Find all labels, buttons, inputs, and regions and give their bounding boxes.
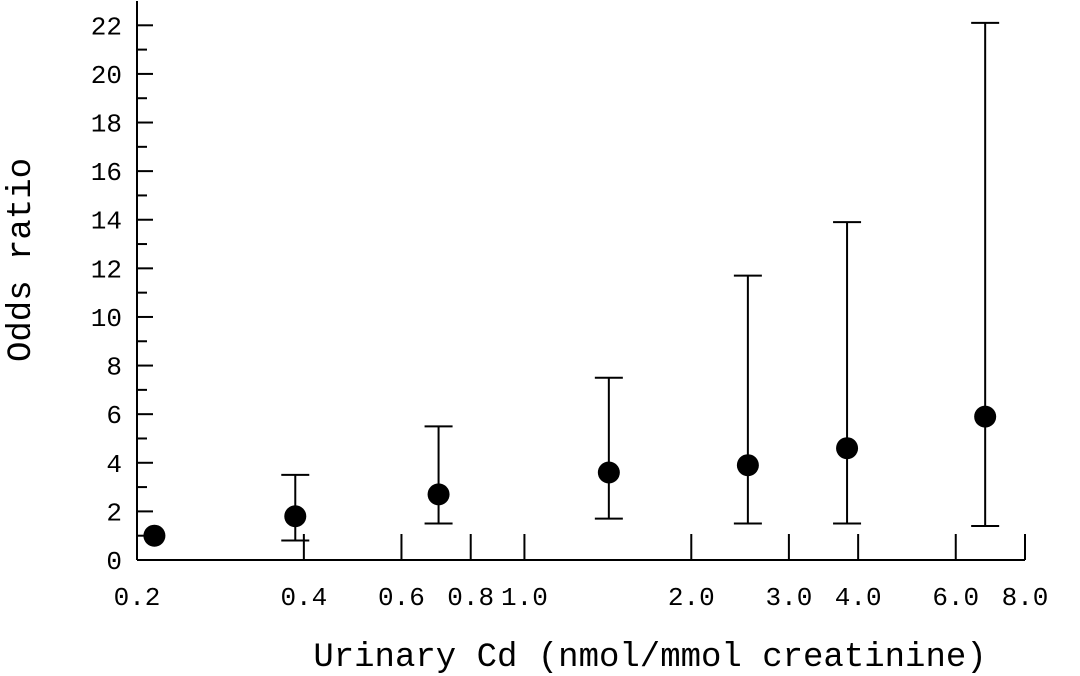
- point: [427, 483, 450, 506]
- y-tick-label: 8: [106, 353, 122, 383]
- point: [284, 505, 307, 528]
- y-tick-label: 10: [91, 304, 122, 334]
- y-tick-label: 0: [106, 547, 122, 577]
- y-tick-label: 6: [106, 401, 122, 431]
- y-tick-label: 14: [91, 207, 122, 237]
- x-tick-label: 0.2: [114, 583, 161, 613]
- x-tick-label: 6.0: [932, 583, 979, 613]
- x-tick-label: 0.4: [280, 583, 327, 613]
- error-bar: [594, 376, 623, 520]
- point: [974, 405, 997, 428]
- x-tick-label: 1.0: [501, 583, 548, 613]
- y-tick-label: 16: [91, 158, 122, 188]
- error-bar: [733, 274, 762, 525]
- x-tick-label: 3.0: [765, 583, 812, 613]
- y-tick-label: 22: [91, 12, 122, 42]
- y-tick-label: 2: [106, 498, 122, 528]
- y-tick-label: 20: [91, 61, 122, 91]
- x-tick-label: 2.0: [668, 583, 715, 613]
- x-tick-label: 4.0: [835, 583, 882, 613]
- y-tick-label: 18: [91, 110, 122, 140]
- x-axis-label: Urinary Cd (nmol/mmol creatinine): [313, 639, 986, 676]
- point: [836, 437, 859, 460]
- error-bar: [833, 221, 862, 525]
- y-tick-label: 4: [106, 450, 122, 480]
- error-bar: [424, 425, 453, 525]
- error-bar: [971, 21, 1000, 527]
- x-tick-label: 0.8: [447, 583, 494, 613]
- point: [597, 461, 620, 484]
- x-tick-label: 0.6: [378, 583, 425, 613]
- y-tick-label: 12: [91, 255, 122, 285]
- point: [143, 524, 166, 547]
- y-axis-label: Odds ratio: [3, 158, 41, 362]
- x-tick-label: 8.0: [1002, 583, 1049, 613]
- point: [736, 454, 759, 477]
